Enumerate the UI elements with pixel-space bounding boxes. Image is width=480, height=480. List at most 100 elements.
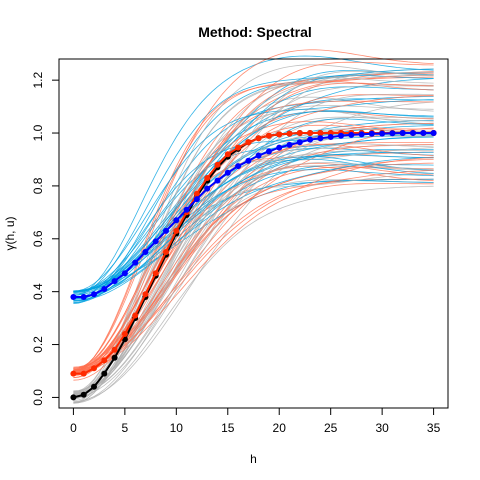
series-point-blue bbox=[399, 130, 406, 136]
series-point-red bbox=[286, 130, 293, 137]
y-tick-label: 1.0 bbox=[31, 124, 45, 141]
series-point-blue bbox=[132, 259, 139, 266]
series-point-blue bbox=[430, 130, 437, 136]
ensemble-curve bbox=[73, 99, 434, 292]
ensemble-curve bbox=[73, 70, 434, 293]
series-point-red bbox=[235, 144, 242, 151]
series-point-red bbox=[214, 161, 221, 168]
series-point-black bbox=[70, 394, 77, 401]
x-tick-label: 35 bbox=[427, 421, 441, 435]
plot-frame bbox=[58, 58, 449, 409]
series-point-blue bbox=[91, 291, 97, 298]
ensemble-curve bbox=[73, 179, 434, 395]
series-point-red bbox=[91, 365, 97, 372]
series-point-red bbox=[80, 370, 87, 377]
series-point-red bbox=[152, 270, 159, 277]
series-point-red bbox=[173, 227, 180, 234]
series-point-blue bbox=[338, 132, 344, 139]
series-point-black bbox=[91, 383, 97, 390]
series-point-black bbox=[111, 354, 118, 361]
x-tick-label: 25 bbox=[324, 421, 338, 435]
series-point-blue bbox=[286, 141, 293, 148]
series-point-blue bbox=[163, 227, 169, 234]
series-point-blue bbox=[245, 157, 252, 164]
series-point-red bbox=[142, 291, 149, 298]
series-point-blue bbox=[410, 130, 416, 136]
x-tick-label: 10 bbox=[170, 421, 184, 435]
y-tick-label: 0.0 bbox=[31, 389, 45, 406]
series-point-blue bbox=[183, 206, 190, 213]
ensemble-curve bbox=[73, 80, 434, 371]
ensemble-curve bbox=[73, 157, 434, 370]
series-point-blue bbox=[142, 249, 149, 255]
y-tick-label: 0.2 bbox=[31, 336, 45, 353]
series-point-red bbox=[101, 357, 108, 364]
series-point-red bbox=[317, 130, 324, 136]
y-axis-label: γ(h, u) bbox=[3, 216, 17, 250]
series-point-blue bbox=[317, 135, 324, 142]
ensemble-curve bbox=[73, 178, 434, 372]
series-point-blue bbox=[255, 152, 262, 159]
ensemble-curve bbox=[73, 151, 434, 293]
series-point-blue bbox=[379, 130, 386, 137]
ensemble-curve bbox=[73, 72, 434, 369]
series-point-blue bbox=[296, 139, 303, 146]
ensemble-curve bbox=[73, 135, 434, 303]
x-tick-label: 5 bbox=[122, 421, 129, 435]
series-point-red bbox=[204, 175, 211, 181]
series-point-red bbox=[163, 249, 169, 255]
series-point-blue bbox=[235, 163, 242, 170]
series-point-blue bbox=[307, 136, 314, 143]
ensemble-curve bbox=[73, 101, 434, 403]
series-point-blue bbox=[276, 144, 283, 151]
ensemble-curve bbox=[73, 110, 434, 292]
ensemble-curve bbox=[73, 143, 434, 402]
ensemble-curve bbox=[73, 70, 434, 395]
series-point-blue bbox=[368, 130, 375, 137]
series-point-red bbox=[193, 190, 200, 197]
ensemble-curve bbox=[73, 55, 434, 296]
x-axis-label: h bbox=[250, 452, 257, 466]
ensemble-curve bbox=[73, 71, 434, 372]
series-point-red bbox=[224, 151, 231, 158]
ensemble-curve bbox=[73, 185, 434, 404]
ensemble-curve bbox=[73, 154, 434, 301]
ensemble-curve bbox=[73, 169, 434, 302]
series-layer bbox=[70, 130, 437, 401]
ensemble-curve bbox=[73, 170, 434, 381]
x-tick-label: 0 bbox=[70, 421, 77, 435]
series-point-blue bbox=[121, 270, 128, 277]
series-point-red bbox=[255, 135, 262, 142]
ensemble-curve bbox=[73, 150, 434, 400]
series-line-black bbox=[73, 132, 434, 399]
series-point-black bbox=[80, 391, 87, 398]
x-tick-label: 30 bbox=[375, 421, 389, 435]
ensemble-curve bbox=[73, 74, 434, 396]
series-point-blue bbox=[80, 294, 87, 300]
series-point-blue bbox=[152, 238, 159, 245]
ensemble-curve bbox=[73, 118, 434, 299]
ensemble-curve bbox=[73, 172, 434, 404]
ensemble-curve bbox=[73, 85, 434, 392]
series-point-blue bbox=[193, 196, 200, 203]
y-axis: 0.0 0.2 0.4 0.6 0.8 1.0 1.2 bbox=[31, 72, 60, 406]
series-point-blue bbox=[101, 286, 108, 292]
series-point-blue bbox=[224, 169, 231, 176]
y-tick-label: 1.2 bbox=[31, 72, 45, 89]
series-point-blue bbox=[70, 294, 77, 300]
series-point-red bbox=[296, 130, 303, 136]
ensemble-curve bbox=[73, 49, 434, 370]
y-tick-label: 0.6 bbox=[31, 230, 45, 247]
series-point-blue bbox=[389, 130, 396, 137]
series-point-red bbox=[276, 131, 283, 138]
series-point-red bbox=[245, 139, 252, 146]
x-tick-label: 20 bbox=[273, 421, 287, 435]
series-point-red bbox=[307, 130, 314, 136]
ensemble-curve bbox=[73, 156, 434, 302]
series-point-blue bbox=[327, 134, 334, 140]
ensemble-curve bbox=[73, 96, 434, 302]
series-point-red bbox=[132, 312, 139, 319]
x-axis: 0 5 10 15 20 25 30 35 bbox=[70, 407, 441, 435]
x-tick-label: 15 bbox=[221, 421, 235, 435]
